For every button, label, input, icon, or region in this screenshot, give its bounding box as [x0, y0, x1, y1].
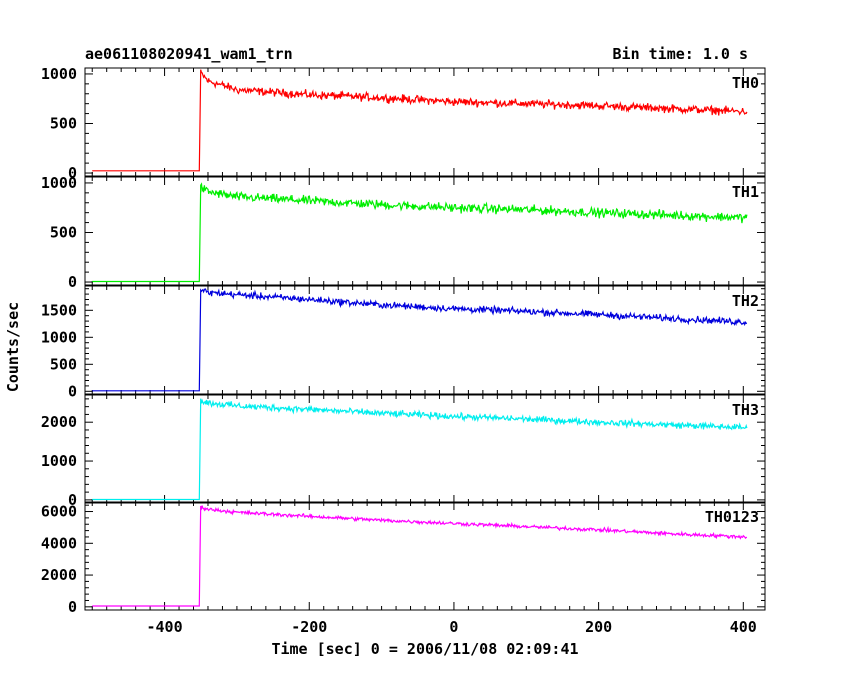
panel-frame [84, 176, 766, 286]
y-tick-label: 0 [68, 273, 77, 291]
panel-label-th0123: TH0123 [705, 508, 759, 526]
panel-th0: 0 500 1000 TH0 [41, 65, 766, 182]
y-tick-label: 500 [50, 355, 77, 373]
y-tick-label: 1500 [41, 301, 77, 319]
y-tick-label: 2000 [41, 566, 77, 584]
panel-frame [84, 501, 766, 611]
y-tick-label: 4000 [41, 534, 77, 552]
series-th1 [92, 182, 748, 283]
panel-th2: 0 500 1000 1500 TH2 [41, 285, 766, 400]
y-tick-label: 0 [68, 382, 77, 400]
y-tick-label: 6000 [41, 503, 77, 521]
x-axis-label: Time [sec] 0 = 2006/11/08 02:09:41 [271, 640, 578, 658]
panel-label-th1: TH1 [732, 183, 759, 201]
x-tick-label: -200 [291, 618, 327, 636]
panels-layer: 05001000TH005001000TH1050010001500TH2010… [41, 65, 766, 636]
y-tick-label: 0 [68, 164, 77, 182]
series-th2 [92, 287, 748, 392]
chart-title: ae061108020941_wam1_trn [85, 45, 293, 63]
panel-frame [84, 285, 766, 395]
y-axis-label: Counts/sec [4, 302, 22, 392]
series-th0123 [92, 505, 747, 607]
y-tick-label: 0 [68, 598, 77, 616]
y-tick-label: 2000 [41, 413, 77, 431]
panel-th0123: 0 2000 4000 6000 TH0123 [41, 501, 766, 616]
panel-frame [84, 67, 766, 177]
x-tick-label: 400 [730, 618, 757, 636]
series-th3 [92, 398, 748, 501]
x-tick-label: -400 [147, 618, 183, 636]
y-tick-label: 1000 [41, 174, 77, 192]
y-tick-label: 1000 [41, 452, 77, 470]
y-tick-label: 0 [68, 491, 77, 509]
panel-th3: 0 1000 2000 TH3 [41, 394, 766, 509]
y-tick-label: 1000 [41, 65, 77, 83]
series-th0 [92, 69, 748, 172]
x-tick-label: 200 [585, 618, 612, 636]
panel-th1: 0 500 1000 TH1 [41, 174, 766, 291]
bin-time-label: Bin time: 1.0 s [612, 45, 748, 63]
panel-label-th2: TH2 [732, 292, 759, 310]
panel-frame [84, 394, 766, 504]
panel-label-th3: TH3 [732, 401, 759, 419]
y-tick-label: 500 [50, 223, 77, 241]
x-tick-label: 0 [449, 618, 458, 636]
y-tick-label: 500 [50, 114, 77, 132]
y-tick-label: 1000 [41, 328, 77, 346]
panel-label-th0: TH0 [732, 74, 759, 92]
